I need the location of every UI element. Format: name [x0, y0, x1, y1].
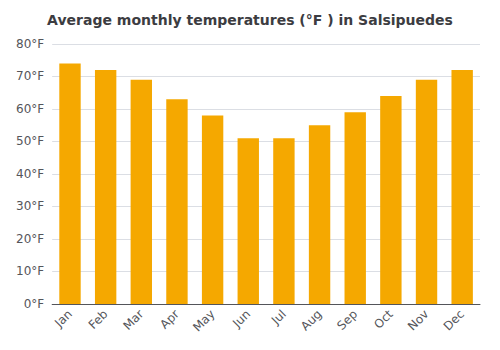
- svg-text:Jul: Jul: [268, 307, 289, 328]
- svg-text:0°F: 0°F: [24, 297, 45, 311]
- svg-text:Nov: Nov: [405, 307, 431, 333]
- svg-text:Oct: Oct: [371, 307, 396, 332]
- svg-text:30°F: 30°F: [16, 199, 44, 213]
- svg-text:Feb: Feb: [86, 307, 111, 332]
- svg-text:May: May: [190, 307, 217, 334]
- svg-text:Jun: Jun: [229, 307, 253, 331]
- svg-text:60°F: 60°F: [16, 102, 44, 116]
- svg-text:Sep: Sep: [334, 307, 360, 333]
- svg-text:20°F: 20°F: [16, 232, 44, 246]
- svg-text:80°F: 80°F: [16, 37, 44, 51]
- svg-text:40°F: 40°F: [16, 167, 44, 181]
- svg-text:Mar: Mar: [120, 307, 146, 333]
- svg-text:Average monthly temperatures (: Average monthly temperatures (°F ) in Sa…: [47, 12, 453, 28]
- svg-text:Jan: Jan: [51, 307, 75, 331]
- svg-text:Apr: Apr: [157, 307, 182, 332]
- svg-text:50°F: 50°F: [16, 134, 44, 148]
- svg-text:10°F: 10°F: [16, 264, 44, 278]
- svg-text:70°F: 70°F: [16, 69, 44, 83]
- svg-text:Dec: Dec: [441, 307, 467, 333]
- svg-text:Aug: Aug: [298, 307, 324, 333]
